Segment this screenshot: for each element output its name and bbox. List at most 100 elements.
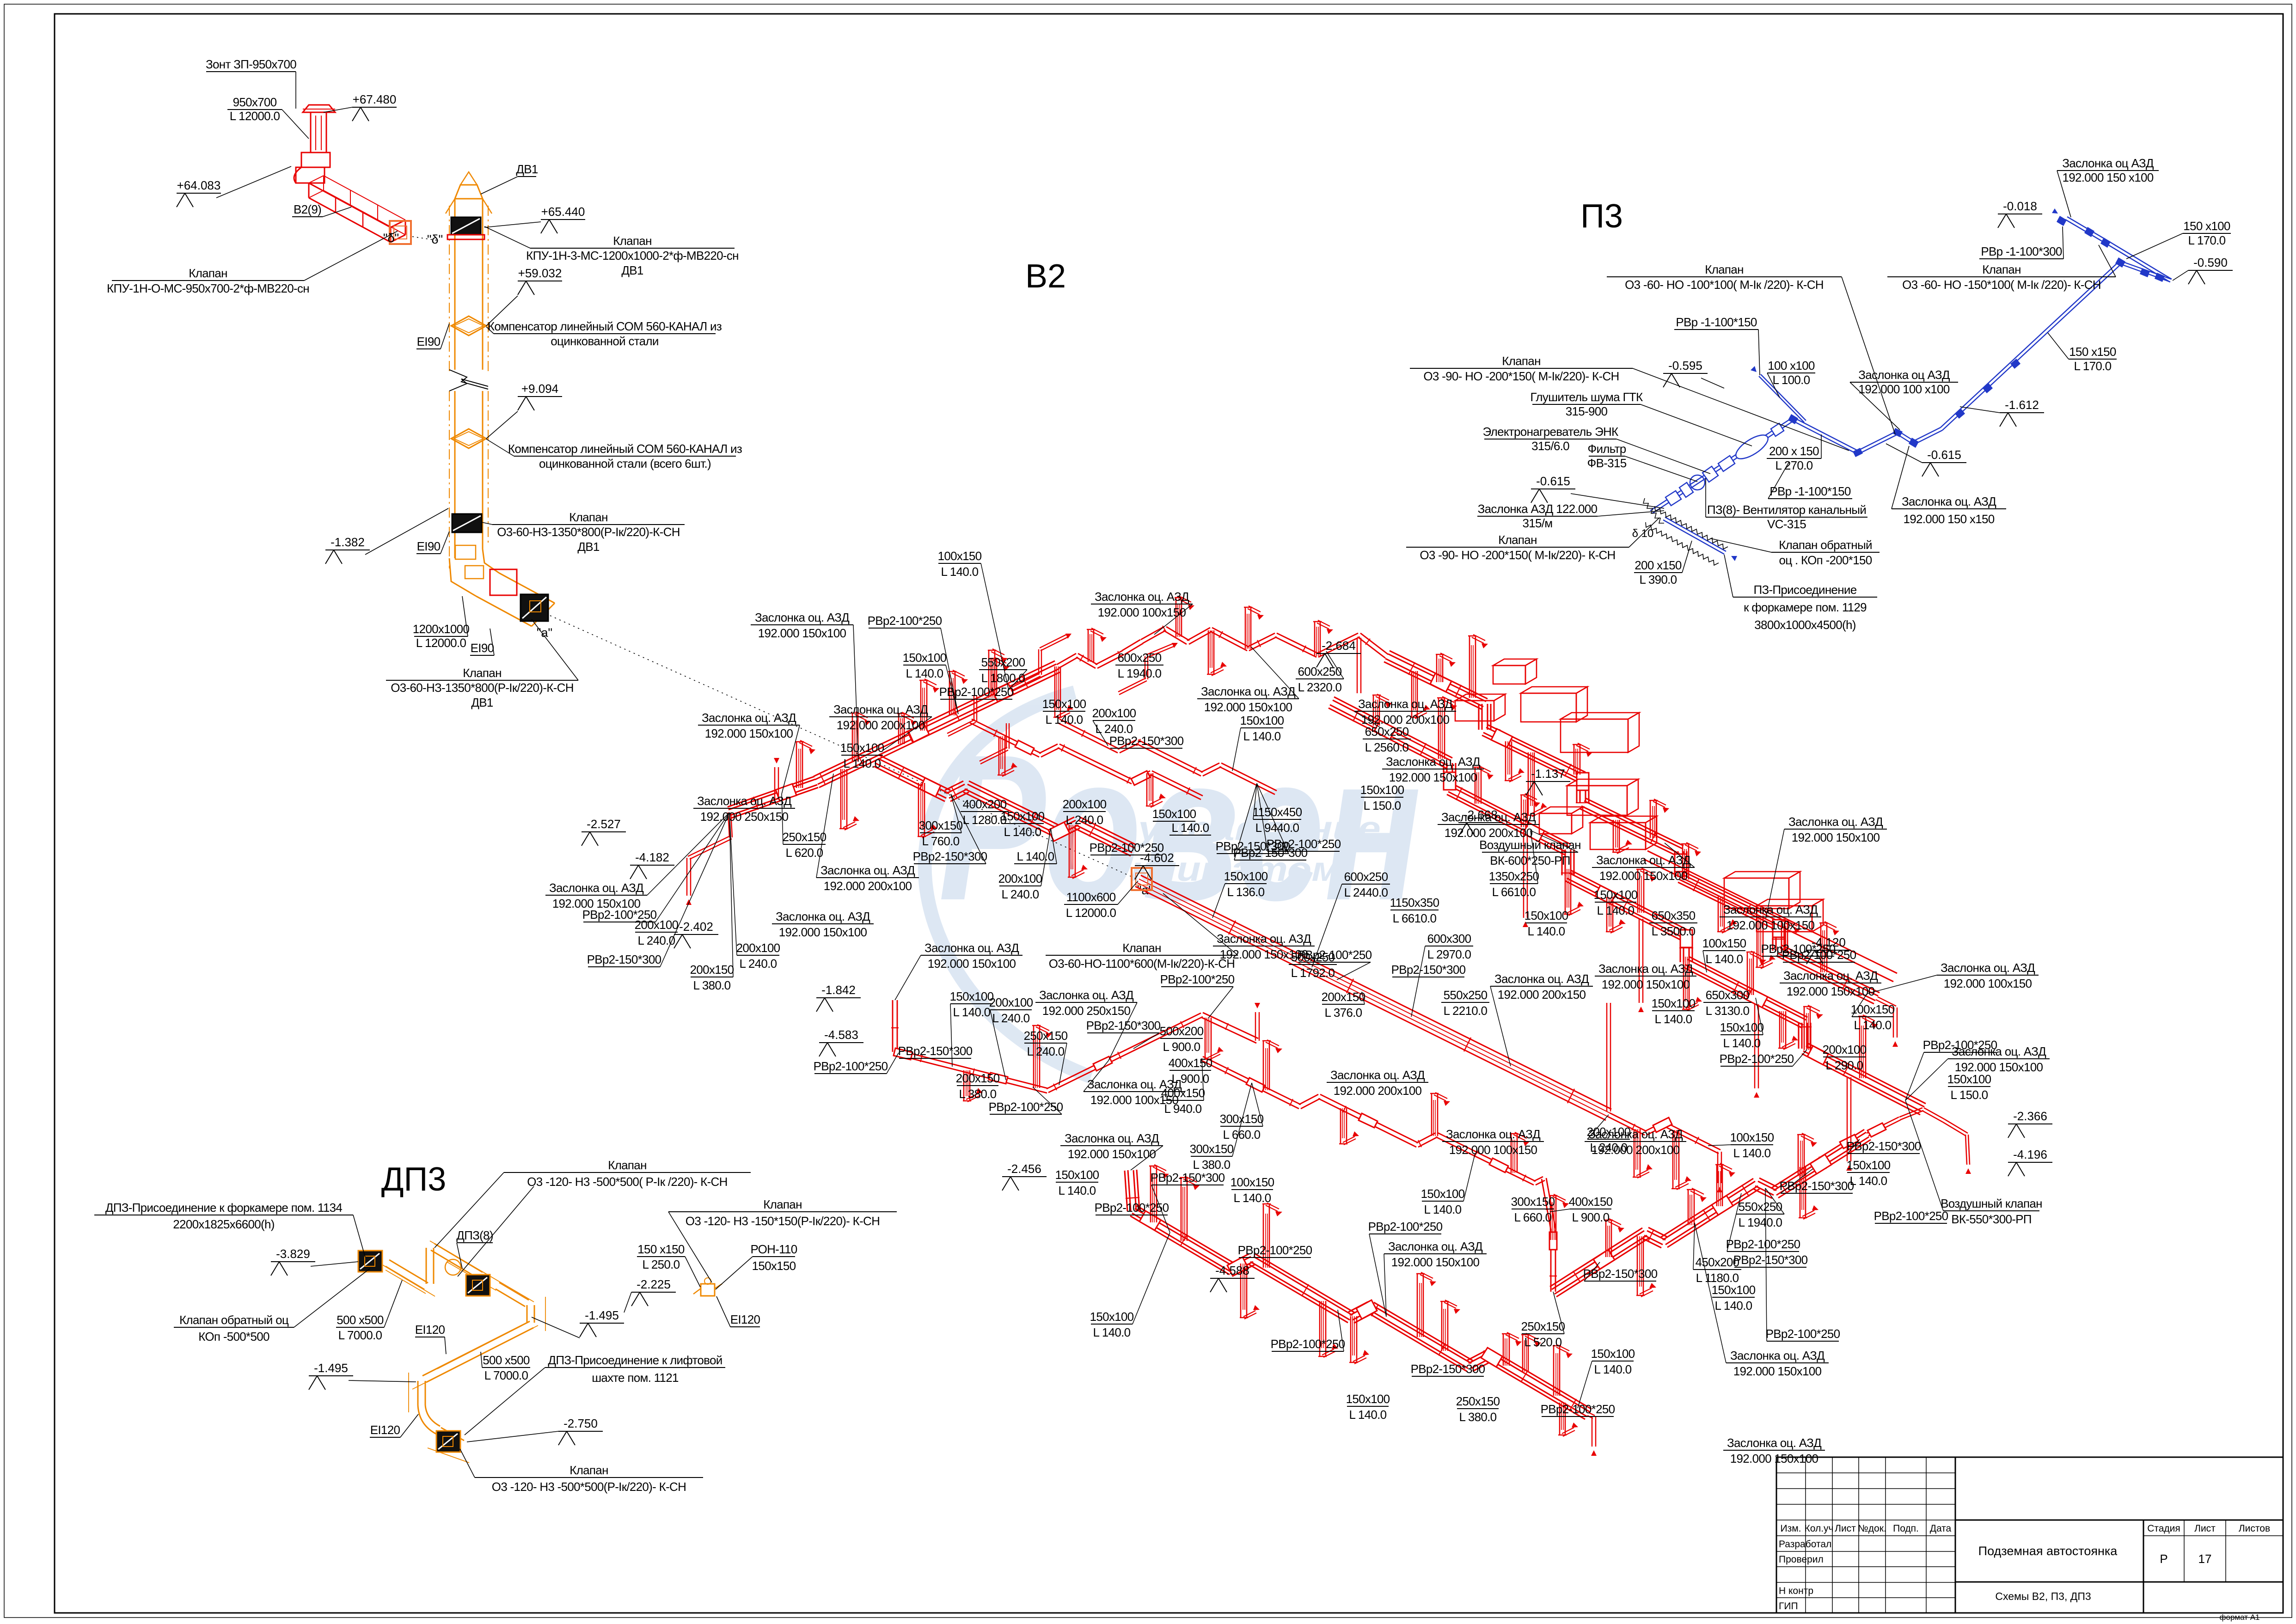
svg-text:Клапан: Клапан <box>613 234 651 248</box>
svg-text:L 240.0: L 240.0 <box>1002 887 1039 901</box>
svg-text:L 140.0: L 140.0 <box>1004 825 1041 839</box>
svg-text:№док.: №док. <box>1858 1523 1886 1534</box>
svg-text:3800х1000х4500(h): 3800х1000х4500(h) <box>1754 618 1855 632</box>
svg-text:200х150: 200х150 <box>956 1071 1000 1085</box>
svg-text:КОп -500*500: КОп -500*500 <box>198 1330 269 1343</box>
svg-text:-1.382: -1.382 <box>331 535 365 549</box>
svg-text:О3 -60- НО -100*100( М-Iк /22: О3 -60- НО -100*100( М-Iк /220)- К-СН <box>1625 278 1824 292</box>
svg-text:400х150: 400х150 <box>1161 1086 1205 1100</box>
svg-text:L 240.0: L 240.0 <box>1066 813 1103 827</box>
svg-text:250х150: 250х150 <box>783 830 827 844</box>
svg-text:Изм.: Изм. <box>1781 1523 1801 1534</box>
svg-text:РВр2-100*250: РВр2-100*250 <box>1761 942 1836 956</box>
svg-text:192.000 150х100: 192.000 150х100 <box>552 897 641 910</box>
svg-text:L 150.0: L 150.0 <box>1364 799 1401 812</box>
svg-text:150х100: 150х100 <box>840 741 884 755</box>
svg-text:РВр2-100*250: РВр2-100*250 <box>1720 1052 1794 1066</box>
svg-text:Лист: Лист <box>2194 1523 2216 1534</box>
svg-text:-1.495: -1.495 <box>585 1308 619 1322</box>
svg-text:EI120: EI120 <box>730 1313 760 1326</box>
svg-text:L 140.0: L 140.0 <box>1424 1203 1462 1216</box>
svg-text:Клапан: Клапан <box>569 510 607 524</box>
svg-text:Заслонка оц. АЗД: Заслонка оц. АЗД <box>1087 1077 1182 1091</box>
svg-text:550х200: 550х200 <box>981 655 1025 669</box>
svg-text:1200х1000: 1200х1000 <box>413 622 470 636</box>
svg-text:2200х1825х6600(h): 2200х1825х6600(h) <box>173 1217 274 1231</box>
svg-text:100 х100: 100 х100 <box>1768 359 1815 372</box>
svg-text:Клапан: Клапан <box>1705 263 1743 276</box>
svg-text:17: 17 <box>2198 1552 2212 1566</box>
svg-text:-2.750: -2.750 <box>563 1416 598 1430</box>
svg-text:500х200: 500х200 <box>1160 1024 1204 1038</box>
svg-text:192.000 150х100: 192.000 150х100 <box>928 957 1016 971</box>
svg-text:РОН-110: РОН-110 <box>751 1242 797 1256</box>
svg-text:400х150: 400х150 <box>1169 1056 1212 1070</box>
svg-text:Кол.уч: Кол.уч <box>1805 1523 1834 1534</box>
svg-text:200х150: 200х150 <box>690 963 734 977</box>
svg-text:650х300: 650х300 <box>1706 988 1750 1002</box>
svg-text:L 140.0: L 140.0 <box>1349 1408 1387 1422</box>
svg-text:L 12000.0: L 12000.0 <box>416 636 466 650</box>
svg-text:ДВ1: ДВ1 <box>471 696 493 709</box>
svg-text:Заслонка оц АЗД: Заслонка оц АЗД <box>1858 368 1950 382</box>
svg-text:300х150: 300х150 <box>1190 1142 1234 1156</box>
svg-text:200х100: 200х100 <box>1587 1125 1631 1139</box>
svg-text:L 660.0: L 660.0 <box>1223 1128 1261 1142</box>
svg-text:Заслонка оц. АЗД: Заслонка оц. АЗД <box>1783 969 1878 983</box>
svg-text:100х150: 100х150 <box>1231 1175 1274 1189</box>
svg-text:L 240.0: L 240.0 <box>1096 722 1133 736</box>
svg-text:250х150: 250х150 <box>1024 1029 1068 1043</box>
svg-text:О3-60-НЗ-1350*800(Р-Iк/220)-К-: О3-60-НЗ-1350*800(Р-Iк/220)-К-СН <box>497 525 680 539</box>
svg-text:О3 -90- НО -200*150( М-Iк/220): О3 -90- НО -200*150( М-Iк/220)- К-СН <box>1423 369 1619 383</box>
svg-text:РВр2-150*300: РВр2-150*300 <box>1151 1171 1225 1184</box>
svg-text:192.000 250х150: 192.000 250х150 <box>700 810 789 824</box>
svg-text:Клапан обратный оц: Клапан обратный оц <box>179 1313 289 1327</box>
svg-text:РВр2-100*250: РВр2-100*250 <box>1238 1243 1312 1257</box>
svg-text:ДПЗ-Присоединение к лифтовой: ДПЗ-Присоединение к лифтовой <box>548 1353 722 1367</box>
svg-text:Клапан: Клапан <box>463 666 501 680</box>
svg-text:+65.440: +65.440 <box>541 205 585 219</box>
svg-text:L 140.0: L 140.0 <box>1597 904 1635 917</box>
svg-text:Заслонка оц. АЗД: Заслонка оц. АЗД <box>1596 853 1691 867</box>
svg-text:+9.094: +9.094 <box>521 382 558 396</box>
svg-text:В2(9): В2(9) <box>294 202 321 216</box>
svg-text:РВр2-150*300: РВр2-150*300 <box>1847 1139 1921 1153</box>
svg-text:200х100: 200х100 <box>1092 706 1136 720</box>
svg-text:100х150: 100х150 <box>1702 936 1746 950</box>
svg-text:200х100: 200х100 <box>1823 1043 1867 1056</box>
svg-text:192.000 100х150: 192.000 100х150 <box>1944 977 2032 990</box>
svg-text:ФВ-315: ФВ-315 <box>1587 456 1627 470</box>
svg-text:315/м: 315/м <box>1523 516 1553 530</box>
svg-text:ДВ1: ДВ1 <box>621 263 643 277</box>
svg-text:150х100: 150х100 <box>1652 996 1696 1010</box>
svg-text:+64.083: +64.083 <box>177 178 221 192</box>
svg-text:200х100: 200х100 <box>989 995 1033 1009</box>
svg-text:Заслонка оц. АЗД: Заслонка оц. АЗД <box>702 711 796 725</box>
svg-text:L 140.0: L 140.0 <box>1733 1146 1771 1160</box>
svg-text:L 140.0: L 140.0 <box>1046 713 1083 727</box>
svg-text:EI90: EI90 <box>471 641 494 655</box>
svg-text:Заслонка оц. АЗД: Заслонка оц. АЗД <box>1201 684 1296 698</box>
svg-text:L 2970.0: L 2970.0 <box>1427 947 1471 961</box>
svg-text:192.000 150х100: 192.000 150х100 <box>1602 977 1690 991</box>
svg-text:Заслонка оц. АЗД: Заслонка оц. АЗД <box>820 863 915 877</box>
svg-text:450х200: 450х200 <box>1696 1255 1739 1269</box>
svg-text:-1.137: -1.137 <box>1531 767 1565 781</box>
svg-text:192.000 200х100: 192.000 200х100 <box>1361 713 1450 727</box>
svg-text:РВр -1-100*300: РВр -1-100*300 <box>1981 244 2062 258</box>
svg-text:Подп.: Подп. <box>1893 1523 1919 1534</box>
svg-text:РВр2-100*250: РВр2-100*250 <box>1726 1237 1800 1251</box>
svg-text:Клапан: Клапан <box>1498 533 1537 547</box>
svg-text:L 900.0: L 900.0 <box>1172 1072 1209 1086</box>
svg-text:L 900.0: L 900.0 <box>1163 1040 1200 1054</box>
svg-text:Воздушный клапан: Воздушный клапан <box>1941 1197 2042 1210</box>
svg-text:"δ": "δ" <box>427 232 443 246</box>
svg-text:-2.366: -2.366 <box>2013 1109 2047 1123</box>
svg-text:550х250: 550х250 <box>1444 988 1488 1002</box>
svg-text:L 7000.0: L 7000.0 <box>338 1328 382 1342</box>
svg-text:Заслонка оц. АЗД: Заслонка оц. АЗД <box>1446 1127 1541 1141</box>
svg-text:EI120: EI120 <box>415 1323 445 1337</box>
svg-text:ВК-550*300-РП: ВК-550*300-РП <box>1951 1212 2032 1226</box>
svg-text:L 380.0: L 380.0 <box>959 1087 997 1101</box>
svg-text:VC-315: VC-315 <box>1767 517 1806 531</box>
